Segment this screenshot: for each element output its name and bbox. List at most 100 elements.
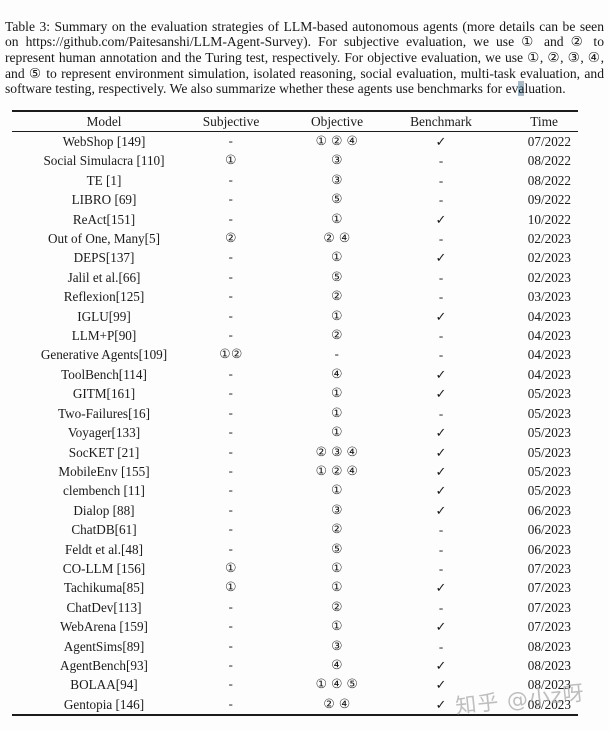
model-cell: Dialop [88] bbox=[73, 502, 135, 518]
table-row: WebArena [159] - ① ✓ 07/2023 bbox=[12, 617, 578, 636]
table-row: Feldt et al.[48] - ⑤ - 06/2023 bbox=[12, 540, 578, 559]
subjective-cell: - bbox=[228, 638, 234, 653]
model-cell: IGLU[99] bbox=[77, 308, 131, 324]
table-header-row: Model Subjective Objective Benchmark Tim… bbox=[12, 111, 578, 132]
table-row: ChatDB[61] - ② - 06/2023 bbox=[12, 520, 578, 539]
benchmark-cell: - bbox=[438, 522, 444, 538]
time-cell: 08/2022 bbox=[527, 172, 571, 188]
table-row: LIBRO [69] - ⑤ - 09/2022 bbox=[12, 190, 578, 209]
subjective-cell: ① bbox=[225, 580, 237, 595]
time-cell: 08/2023 bbox=[527, 657, 571, 673]
table-header: Model Subjective Objective Benchmark Tim… bbox=[12, 111, 578, 132]
model-cell: ToolBench[114] bbox=[61, 366, 147, 382]
subjective-cell: - bbox=[228, 366, 234, 381]
objective-cell: ⑤ bbox=[331, 541, 343, 556]
column-header-objective: Objective bbox=[266, 111, 408, 132]
benchmark-cell: - bbox=[438, 172, 444, 188]
objective-cell: ② bbox=[331, 599, 343, 614]
model-cell: LLM+P[90] bbox=[71, 328, 137, 344]
subjective-cell: - bbox=[228, 425, 234, 440]
subjective-cell: - bbox=[228, 386, 234, 401]
model-cell: CO-LLM [156] bbox=[62, 560, 146, 576]
table-row: Two-Failures[16] - ① - 05/2023 bbox=[12, 404, 578, 423]
benchmark-cell: - bbox=[438, 328, 444, 344]
model-cell: ChatDev[113] bbox=[66, 599, 142, 615]
benchmark-cell: ✓ bbox=[435, 425, 447, 441]
model-cell: GITM[161] bbox=[72, 386, 136, 402]
subjective-cell: ① bbox=[225, 560, 237, 575]
model-cell: WebShop [149] bbox=[62, 134, 146, 149]
benchmark-cell: ✓ bbox=[435, 580, 447, 596]
table-row: BOLAA[94] - ① ④ ⑤ ✓ 08/2023 bbox=[12, 675, 578, 694]
time-cell: 05/2023 bbox=[527, 483, 571, 499]
subjective-cell: - bbox=[228, 250, 234, 265]
time-cell: 05/2023 bbox=[527, 463, 571, 479]
objective-cell: ① bbox=[331, 580, 343, 595]
objective-cell: ① ② ④ bbox=[315, 463, 359, 478]
time-cell: 09/2022 bbox=[527, 192, 571, 208]
benchmark-cell: ✓ bbox=[435, 483, 447, 499]
model-cell: ChatDB[61] bbox=[71, 522, 137, 538]
table-row: AgentSims[89] - ③ - 08/2023 bbox=[12, 637, 578, 656]
table-row: WebShop [149] - ① ② ④ ✓ 07/2022 bbox=[12, 132, 578, 152]
objective-cell: ③ bbox=[331, 502, 343, 517]
time-cell: 06/2023 bbox=[527, 522, 571, 538]
column-header-time: Time bbox=[474, 111, 578, 132]
model-cell: LIBRO [69] bbox=[71, 192, 137, 208]
time-cell: 08/2023 bbox=[527, 677, 571, 693]
model-cell: DEPS[137] bbox=[73, 250, 135, 266]
subjective-cell: - bbox=[228, 599, 234, 614]
table-row: IGLU[99] - ① ✓ 04/2023 bbox=[12, 307, 578, 326]
time-cell: 08/2023 bbox=[527, 696, 571, 712]
time-cell: 02/2023 bbox=[527, 269, 571, 285]
table-row: Dialop [88] - ③ ✓ 06/2023 bbox=[12, 501, 578, 520]
table-row: Social Simulacra [110] ① ③ - 08/2022 bbox=[12, 151, 578, 170]
column-header-model: Model bbox=[12, 111, 196, 132]
subjective-cell: - bbox=[228, 444, 234, 459]
model-cell: Generative Agents[109] bbox=[40, 347, 168, 363]
time-cell: 03/2023 bbox=[527, 289, 571, 305]
objective-cell: ① bbox=[331, 250, 343, 265]
subjective-cell: - bbox=[228, 696, 234, 711]
column-header-subjective: Subjective bbox=[196, 111, 266, 132]
objective-cell: ② bbox=[331, 289, 343, 304]
benchmark-cell: ✓ bbox=[435, 502, 447, 518]
subjective-cell: ② bbox=[225, 231, 237, 246]
model-cell: ReAct[151] bbox=[72, 211, 136, 227]
model-cell: Reflexion[125] bbox=[63, 289, 145, 305]
table-row: SocKET [21] - ② ③ ④ ✓ 05/2023 bbox=[12, 443, 578, 462]
time-cell: 05/2023 bbox=[527, 444, 571, 460]
model-cell: Two-Failures[16] bbox=[57, 405, 151, 421]
benchmark-cell: ✓ bbox=[435, 657, 447, 673]
model-cell: clembench [11] bbox=[63, 483, 145, 499]
column-header-benchmark: Benchmark bbox=[408, 111, 474, 132]
model-cell: Gentopia [146] bbox=[63, 696, 145, 712]
benchmark-cell: - bbox=[438, 541, 444, 557]
table-row: Generative Agents[109] ①② - - 04/2023 bbox=[12, 345, 578, 364]
subjective-cell: - bbox=[228, 289, 234, 304]
objective-cell: ① bbox=[331, 619, 343, 634]
benchmark-cell: - bbox=[438, 231, 444, 247]
benchmark-cell: ✓ bbox=[435, 444, 447, 460]
objective-cell: ② bbox=[331, 522, 343, 537]
time-cell: 07/2023 bbox=[527, 560, 571, 576]
time-cell: 07/2023 bbox=[527, 580, 571, 596]
benchmark-cell: ✓ bbox=[435, 696, 447, 712]
objective-cell: ② bbox=[331, 328, 343, 343]
benchmark-cell: - bbox=[438, 405, 444, 421]
subjective-cell: - bbox=[228, 134, 234, 148]
table-row: GITM[161] - ① ✓ 05/2023 bbox=[12, 384, 578, 403]
time-cell: 07/2023 bbox=[527, 619, 571, 635]
table-caption: Table 3: Summary on the evaluation strat… bbox=[5, 19, 604, 98]
benchmark-cell: ✓ bbox=[435, 619, 447, 635]
benchmark-cell: - bbox=[438, 347, 444, 363]
table-row: Gentopia [146] - ② ④ ✓ 08/2023 bbox=[12, 695, 578, 715]
table-row: Jalil et al.[66] - ⑤ - 02/2023 bbox=[12, 268, 578, 287]
table-row: MobileEnv [155] - ① ② ④ ✓ 05/2023 bbox=[12, 462, 578, 481]
time-cell: 08/2023 bbox=[527, 638, 571, 654]
benchmark-cell: - bbox=[438, 269, 444, 285]
subjective-cell: - bbox=[228, 619, 234, 634]
objective-cell: ④ bbox=[331, 366, 343, 381]
subjective-cell: - bbox=[228, 405, 234, 420]
